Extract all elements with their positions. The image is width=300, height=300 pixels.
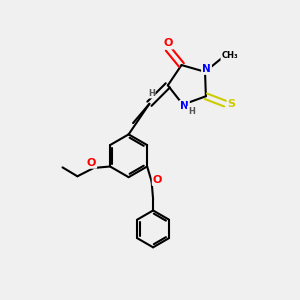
- Text: S: S: [228, 99, 236, 109]
- Text: O: O: [153, 175, 162, 185]
- Text: O: O: [87, 158, 96, 168]
- Text: O: O: [164, 38, 173, 48]
- Text: N: N: [202, 64, 211, 74]
- Text: CH₃: CH₃: [221, 51, 238, 60]
- Text: H: H: [188, 106, 195, 116]
- Text: H: H: [148, 88, 154, 98]
- Text: N: N: [180, 101, 189, 111]
